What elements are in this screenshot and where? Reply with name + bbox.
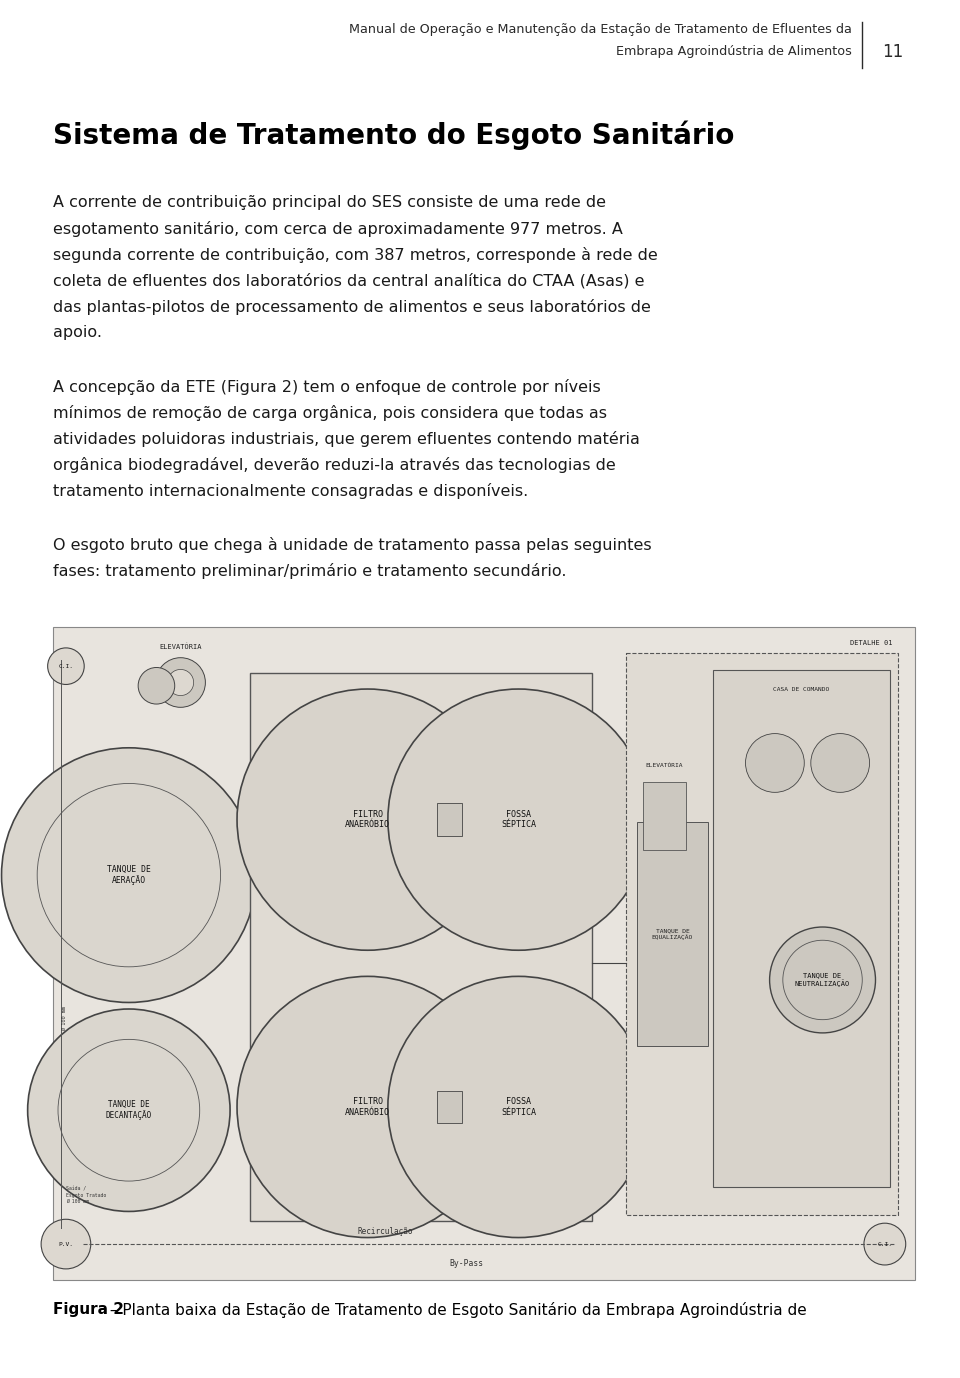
Text: ELEVATÓRIA: ELEVATÓRIA xyxy=(159,644,202,650)
Text: Saída /
Esgoto Tratado
Ø 100 mm: Saída / Esgoto Tratado Ø 100 mm xyxy=(66,1186,107,1203)
Circle shape xyxy=(237,977,498,1237)
Circle shape xyxy=(138,667,175,704)
Text: 11: 11 xyxy=(882,43,903,61)
Circle shape xyxy=(167,670,194,696)
Text: TANQUE DE
EQUALIZAÇÃO: TANQUE DE EQUALIZAÇÃO xyxy=(652,929,693,940)
Text: TANQUE DE
NEUTRALIZAÇÃO: TANQUE DE NEUTRALIZAÇÃO xyxy=(795,973,851,988)
Text: C.I.: C.I. xyxy=(877,1242,893,1247)
Text: FOSSA
SÉPTICA: FOSSA SÉPTICA xyxy=(501,1097,536,1116)
Text: coleta de efluentes dos laboratórios da central analítica do CTAA (Asas) e: coleta de efluentes dos laboratórios da … xyxy=(53,273,644,288)
Bar xyxy=(250,672,591,1221)
Text: Figura 2: Figura 2 xyxy=(53,1302,124,1317)
Text: FOSSA
SÉPTICA: FOSSA SÉPTICA xyxy=(501,810,536,830)
Bar xyxy=(53,627,915,1280)
Bar xyxy=(637,821,708,1046)
Circle shape xyxy=(746,733,804,792)
Text: segunda corrente de contribuição, com 387 metros, corresponde à rede de: segunda corrente de contribuição, com 38… xyxy=(53,247,658,263)
Circle shape xyxy=(388,689,649,951)
Text: atividades poluidoras industriais, que gerem efluentes contendo matéria: atividades poluidoras industriais, que g… xyxy=(53,431,640,446)
Text: Sistema de Tratamento do Esgoto Sanitário: Sistema de Tratamento do Esgoto Sanitári… xyxy=(53,120,734,149)
Text: Manual de Operação e Manutenção da Estação de Tratamento de Efluentes da: Manual de Operação e Manutenção da Estaç… xyxy=(349,23,852,36)
Text: FILTRO
ANAERÓBIO: FILTRO ANAERÓBIO xyxy=(346,1097,390,1116)
Text: Recirculação: Recirculação xyxy=(357,1226,413,1236)
Text: Ø 100 mm: Ø 100 mm xyxy=(61,1006,66,1031)
Circle shape xyxy=(237,689,498,951)
Text: C.I.: C.I. xyxy=(59,664,73,668)
Text: mínimos de remoção de carga orgânica, pois considera que todas as: mínimos de remoção de carga orgânica, po… xyxy=(53,405,607,422)
Bar xyxy=(713,670,890,1186)
Text: Embrapa Agroindústria de Alimentos: Embrapa Agroindústria de Alimentos xyxy=(616,45,852,58)
Circle shape xyxy=(864,1224,905,1265)
Circle shape xyxy=(48,648,84,685)
Text: O esgoto bruto que chega à unidade de tratamento passa pelas seguintes: O esgoto bruto que chega à unidade de tr… xyxy=(53,537,652,553)
Text: TANQUE DE
AERAÇÃO: TANQUE DE AERAÇÃO xyxy=(107,865,151,886)
Text: esgotamento sanitário, com cerca de aproximadamente 977 metros. A: esgotamento sanitário, com cerca de apro… xyxy=(53,220,623,237)
Circle shape xyxy=(156,657,205,707)
Text: das plantas-pilotos de processamento de alimentos e seus laboratórios de: das plantas-pilotos de processamento de … xyxy=(53,299,651,316)
Circle shape xyxy=(770,927,876,1034)
Text: P.V.: P.V. xyxy=(59,1242,73,1247)
Text: CASA DE COMANDO: CASA DE COMANDO xyxy=(773,688,829,692)
Circle shape xyxy=(2,748,256,1002)
Circle shape xyxy=(811,733,870,792)
Text: By-Pass: By-Pass xyxy=(449,1259,484,1268)
Text: A concepção da ETE (Figura 2) tem o enfoque de controle por níveis: A concepção da ETE (Figura 2) tem o enfo… xyxy=(53,379,601,395)
Bar xyxy=(437,803,463,836)
Text: FILTRO
ANAERÓBIO: FILTRO ANAERÓBIO xyxy=(346,810,390,830)
Circle shape xyxy=(388,977,649,1237)
Text: orgânica biodegradável, deverão reduzi-la através das tecnologias de: orgânica biodegradável, deverão reduzi-l… xyxy=(53,457,615,473)
Bar xyxy=(437,1090,463,1123)
Text: ELEVATÓRIA: ELEVATÓRIA xyxy=(645,763,683,768)
Bar xyxy=(642,783,686,850)
Circle shape xyxy=(28,1009,230,1211)
Text: DETALHE 01: DETALHE 01 xyxy=(851,641,893,646)
Text: fases: tratamento preliminar/primário e tratamento secundário.: fases: tratamento preliminar/primário e … xyxy=(53,564,566,579)
Circle shape xyxy=(41,1220,91,1269)
Text: TANQUE DE
DECANTAÇÃO: TANQUE DE DECANTAÇÃO xyxy=(106,1100,152,1120)
Bar xyxy=(626,653,898,1214)
Text: – Planta baixa da Estação de Tratamento de Esgoto Sanitário da Embrapa Agroindús: – Planta baixa da Estação de Tratamento … xyxy=(105,1302,806,1317)
Text: A corrente de contribuição principal do SES consiste de uma rede de: A corrente de contribuição principal do … xyxy=(53,196,606,209)
Text: tratamento internacionalmente consagradas e disponíveis.: tratamento internacionalmente consagrada… xyxy=(53,484,528,499)
Text: apoio.: apoio. xyxy=(53,325,102,340)
